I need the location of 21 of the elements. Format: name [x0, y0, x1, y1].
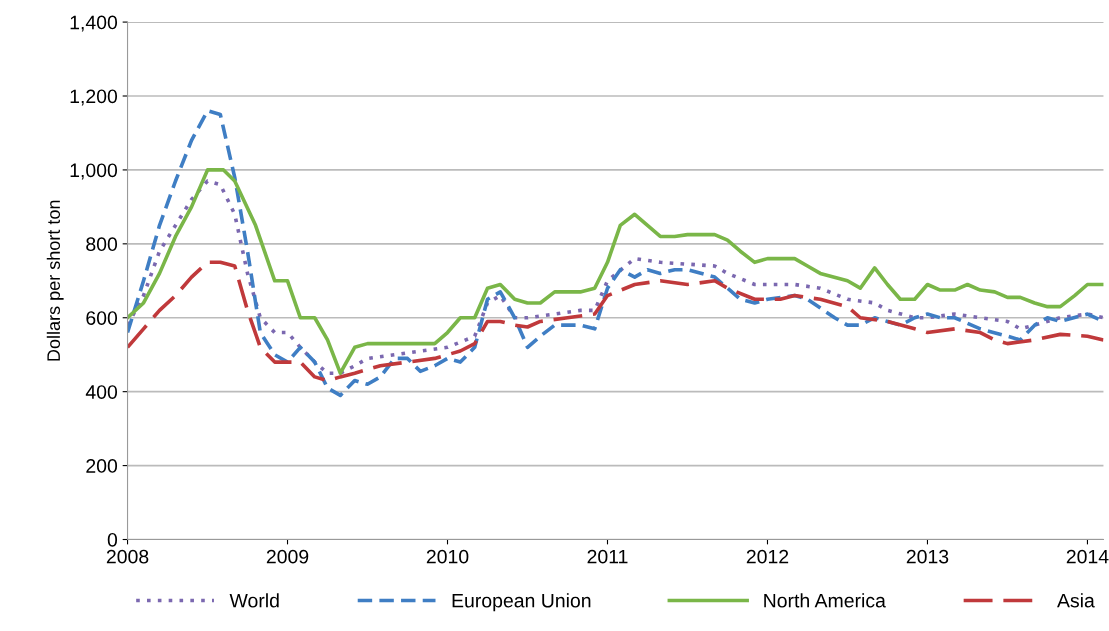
y-tick-label: 400 [85, 385, 118, 399]
x-tick-label: 2013 [906, 549, 949, 564]
x-tick-label: 2010 [426, 549, 469, 564]
y-tick-label: 200 [86, 459, 118, 473]
y-tick-label: 800 [86, 237, 118, 252]
legend-label: Asia [1057, 593, 1095, 608]
x-tick-label: 2014 [1066, 549, 1109, 564]
x-tick-label: 2012 [746, 549, 789, 564]
y-tick-label: 1,200 [70, 89, 118, 106]
legend-label: World [229, 593, 279, 608]
y-tick-label: 600 [86, 311, 118, 325]
x-tick-label: 2008 [106, 549, 149, 564]
y-axis-title: Dollars per short ton [46, 200, 64, 361]
y-tick-label: 0 [107, 532, 118, 547]
x-tick-label: 2009 [266, 549, 309, 564]
y-tick-label: 1,000 [70, 163, 118, 180]
line-series [127, 260, 1104, 383]
legend-label: North America [764, 593, 886, 608]
legend-label: European Union [452, 593, 591, 612]
y-tick-label: 1,400 [70, 15, 118, 32]
x-tick-label: 2011 [587, 549, 628, 564]
